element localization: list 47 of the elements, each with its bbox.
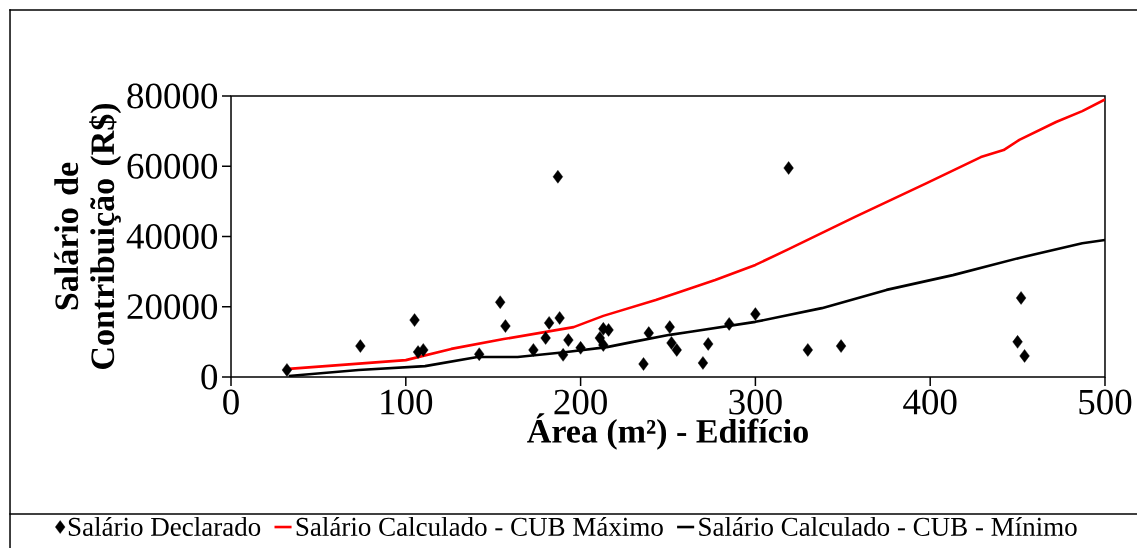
point: [703, 337, 714, 351]
point: [697, 356, 709, 370]
x-tick-label: 500: [1079, 389, 1132, 415]
point: [474, 347, 485, 361]
point: [563, 333, 574, 347]
y-tick-label: 80000: [127, 83, 218, 109]
point: [544, 316, 555, 330]
point: [666, 336, 677, 350]
point: [552, 170, 563, 184]
point: [664, 320, 675, 334]
point: [409, 313, 420, 327]
point: [540, 331, 551, 345]
point: [355, 339, 366, 353]
y-tick-label: 60000: [127, 153, 218, 179]
x-tick-label: 0: [223, 389, 239, 415]
point: [750, 307, 761, 321]
legend-label: Salário Declarado: [68, 516, 261, 536]
legend-label: Salário Calculado - CUB - Mínimo: [699, 516, 1077, 536]
point: [418, 343, 429, 357]
legend-label: Salário Calculado - CUB Máximo: [296, 516, 663, 536]
x-tick-label: 200: [554, 389, 607, 415]
point: [802, 343, 813, 357]
point: [281, 363, 293, 377]
point: [1019, 349, 1030, 363]
y-tick-label: 40000: [126, 224, 218, 249]
x-tick-label: 300: [729, 389, 782, 415]
point: [558, 348, 569, 362]
point: [528, 343, 539, 357]
point: [724, 317, 735, 331]
point: [638, 357, 649, 371]
point: [643, 326, 654, 340]
y-tick-label: 20000: [127, 294, 218, 320]
point: [500, 319, 511, 333]
point: [1012, 335, 1023, 349]
point: [598, 338, 609, 352]
x-tick-label: 400: [903, 389, 957, 415]
point: [835, 339, 847, 353]
point: [1016, 291, 1027, 305]
point: [671, 343, 682, 357]
point: [575, 341, 586, 355]
point: [554, 311, 565, 325]
point: [495, 295, 506, 309]
point: [603, 323, 614, 337]
y-axis-title: Salário de Contribuição (R$): [54, 103, 122, 369]
y-tick-label: 0: [201, 364, 218, 390]
x-tick-label: 100: [381, 389, 433, 415]
point: [783, 161, 794, 175]
